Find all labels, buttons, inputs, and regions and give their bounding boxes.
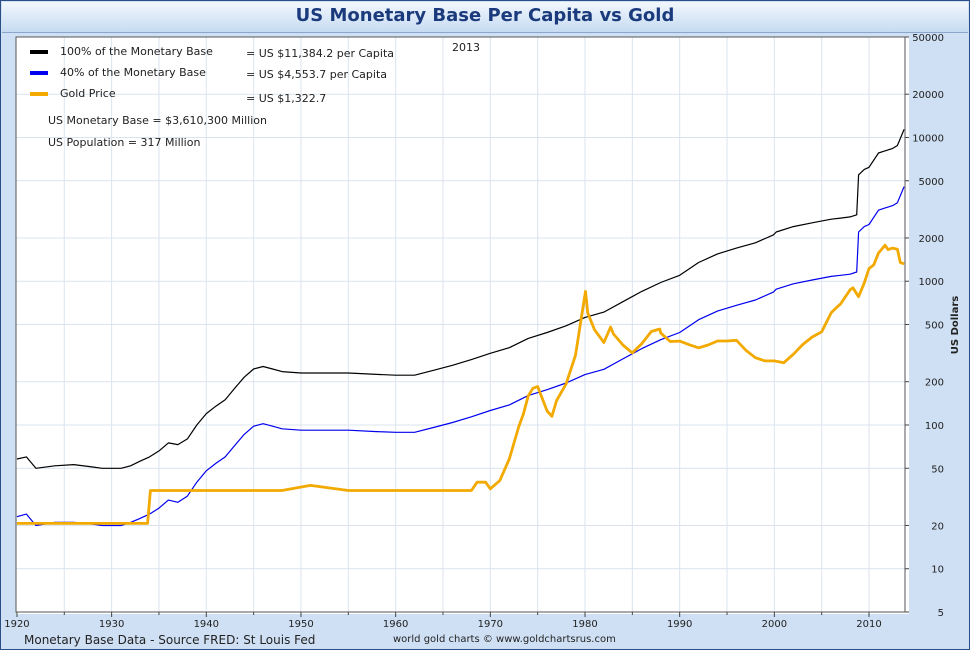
x-tick-label: 1980 bbox=[572, 619, 597, 630]
series-line-monetary-base-40 bbox=[16, 186, 905, 527]
x-tick-label: 1930 bbox=[99, 619, 124, 630]
legend-value: = US $1,322.7 bbox=[246, 92, 326, 105]
x-tick-label: 1920 bbox=[4, 619, 29, 630]
x-tick-label: 2010 bbox=[856, 619, 881, 630]
y-tick-label: 20 bbox=[931, 521, 944, 532]
y-tick-label: 20000 bbox=[912, 90, 944, 101]
legend: 2013 100% of the Monetary Base = US $11,38… bbox=[30, 41, 480, 149]
y-tick-label: 5 bbox=[938, 608, 944, 619]
x-tick-label: 2000 bbox=[762, 619, 787, 630]
plot-area bbox=[16, 37, 909, 614]
y-tick-label: 10000 bbox=[912, 133, 944, 144]
year-annotation: 2013 bbox=[452, 41, 480, 54]
legend-value: = US $11,384.2 per Capita bbox=[246, 47, 394, 60]
x-tick-label: 1940 bbox=[194, 619, 219, 630]
legend-label: 40% of the Monetary Base bbox=[60, 66, 206, 79]
y-tick-label: 50000 bbox=[912, 33, 944, 44]
x-tick-label: 1970 bbox=[478, 619, 503, 630]
series-layer bbox=[16, 129, 905, 527]
y-tick-label: 50 bbox=[931, 464, 944, 475]
chart-note: US Population = 317 Million bbox=[48, 136, 200, 149]
axes: 1920 1930 1940 1950 1960 1970 1980 1990 2000 2010… bbox=[4, 33, 961, 630]
chart-title: US Monetary Base Per Capita vs Gold bbox=[295, 5, 675, 26]
y-tick-label: 1000 bbox=[919, 277, 944, 288]
credit-note: world gold charts © www.goldchartsrus.co… bbox=[393, 634, 616, 645]
x-tick-label: 1960 bbox=[383, 619, 408, 630]
chart-note: US Monetary Base = $3,610,300 Million bbox=[48, 114, 267, 127]
title-bar: US Monetary Base Per Capita vs Gold bbox=[2, 2, 968, 33]
x-tick-label: 1990 bbox=[667, 619, 692, 630]
series-line-monetary-base-100 bbox=[16, 129, 905, 469]
y-tick-label: 100 bbox=[925, 421, 944, 432]
y-tick-label: 5000 bbox=[919, 177, 944, 188]
source-note: Monetary Base Data - Source FRED: St Lou… bbox=[24, 633, 316, 647]
legend-label: 100% of the Monetary Base bbox=[60, 45, 213, 58]
y-tick-label: 200 bbox=[925, 378, 944, 389]
y-tick-label: 10 bbox=[931, 565, 944, 576]
y-axis-label: US Dollars bbox=[950, 296, 961, 355]
legend-label: Gold Price bbox=[60, 87, 116, 100]
series-line-gold-price bbox=[16, 243, 905, 525]
y-tick-label: 2000 bbox=[919, 234, 944, 245]
x-tick-label: 1950 bbox=[288, 619, 313, 630]
legend-value: = US $4,553.7 per Capita bbox=[246, 68, 387, 81]
y-tick-label: 500 bbox=[925, 321, 944, 332]
